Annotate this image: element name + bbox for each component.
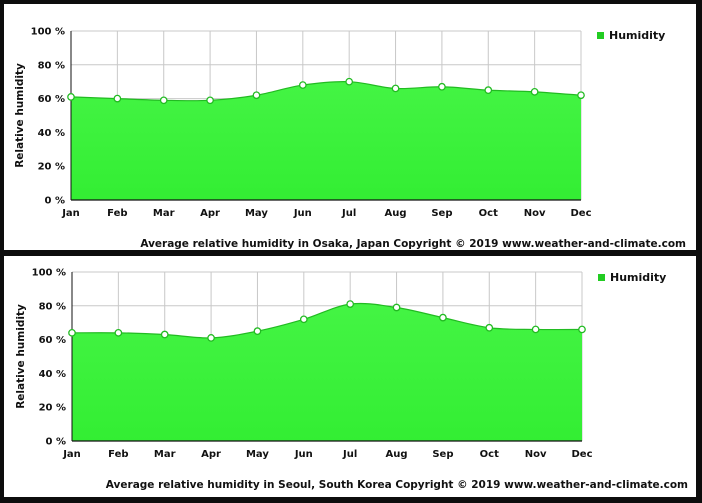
x-tick-label-sep: Sep <box>432 449 453 460</box>
data-point-may <box>253 327 262 336</box>
x-tick-label-oct: Oct <box>479 208 498 219</box>
y-tick-label: 40 % <box>39 369 66 380</box>
x-tick-label-nov: Nov <box>525 449 547 460</box>
y-tick-label: 80 % <box>39 301 66 312</box>
x-tick-label-may: May <box>246 449 269 460</box>
humidity-line <box>70 80 582 102</box>
x-tick-label-jun: Jun <box>293 208 312 219</box>
x-tick-label-jan: Jan <box>62 449 81 460</box>
chart-caption: Average relative humidity in Seoul, Sout… <box>106 479 688 491</box>
data-point-jan <box>68 328 76 337</box>
data-point-apr <box>206 96 214 105</box>
humidity-area <box>72 303 582 441</box>
x-tick-label-nov: Nov <box>524 208 546 219</box>
data-point-aug <box>392 303 401 312</box>
y-tick-label: 60 % <box>39 335 66 346</box>
x-tick-label-jan: Jan <box>61 208 80 219</box>
data-point-oct <box>484 86 493 95</box>
data-point-jan <box>67 93 75 101</box>
y-tick-label: 80 % <box>38 60 65 71</box>
x-tick-label-dec: Dec <box>570 208 591 219</box>
data-point-aug <box>391 84 400 93</box>
data-point-jun <box>299 315 308 324</box>
x-tick-label-mar: Mar <box>153 208 175 219</box>
chart-caption: Average relative humidity in Osaka, Japa… <box>140 238 686 250</box>
x-tick-label-may: May <box>245 208 268 219</box>
legend-label: Humidity <box>609 29 665 42</box>
data-point-may <box>252 91 261 100</box>
data-point-apr <box>207 334 215 342</box>
humidity-area <box>71 81 581 200</box>
x-tick-label-apr: Apr <box>201 449 221 460</box>
x-tick-label-sep: Sep <box>431 208 452 219</box>
x-tick-label-jul: Jul <box>342 449 357 460</box>
data-point-feb <box>113 94 122 103</box>
data-point-nov <box>530 87 539 96</box>
y-tick-label: 20 % <box>39 403 66 414</box>
x-tick-label-jul: Jul <box>341 208 356 219</box>
x-tick-label-feb: Feb <box>107 208 127 219</box>
data-point-jul <box>345 77 354 86</box>
y-axis-label: Relative humidity <box>15 304 27 409</box>
data-point-dec <box>578 325 586 334</box>
x-tick-label-aug: Aug <box>386 449 408 460</box>
legend-marker <box>597 32 604 39</box>
y-tick-label: 40 % <box>38 128 65 139</box>
seoul-humidity-chart: 0 % 20 % 40 % 60 % 80 % 100 % Jan Feb Mar Apr May J… <box>4 256 696 497</box>
x-tick-label-apr: Apr <box>200 208 220 219</box>
x-tick-label-oct: Oct <box>480 449 499 460</box>
legend-marker <box>598 274 605 281</box>
data-point-sep <box>439 313 447 322</box>
x-tick-label-aug: Aug <box>385 208 407 219</box>
y-tick-label: 60 % <box>38 94 65 105</box>
x-tick-label-jun: Jun <box>294 449 313 460</box>
seoul-chart-svg: 0 % 20 % 40 % 60 % 80 % 100 % Jan Feb Mar Apr May J… <box>15 268 688 492</box>
data-point-oct <box>485 323 494 332</box>
x-tick-label-feb: Feb <box>108 449 128 460</box>
y-tick-label: 20 % <box>38 162 65 173</box>
humidity-line <box>71 302 583 339</box>
osaka-chart-svg: 0 % 20 % 40 % 60 % 80 % 100 % Jan Feb Mar Apr May J… <box>14 27 686 251</box>
y-tick-label: 100 % <box>32 268 66 279</box>
data-point-jun <box>298 81 307 89</box>
y-tick-label: 100 % <box>31 27 65 38</box>
osaka-humidity-chart: 0 % 20 % 40 % 60 % 80 % 100 % Jan Feb Mar Apr May J… <box>4 4 696 250</box>
x-tick-label-dec: Dec <box>571 449 592 460</box>
data-point-feb <box>114 328 123 337</box>
data-point-jul <box>346 300 355 308</box>
data-point-dec <box>577 91 585 100</box>
y-axis-label: Relative humidity <box>14 63 26 168</box>
data-point-sep <box>438 82 446 91</box>
y-tick-label: 0 % <box>46 437 66 448</box>
x-tick-label-mar: Mar <box>154 449 176 460</box>
legend-label: Humidity <box>610 271 666 284</box>
y-tick-label: 0 % <box>45 196 65 207</box>
data-point-nov <box>531 325 540 334</box>
data-point-mar <box>159 96 168 105</box>
data-point-mar <box>160 330 169 339</box>
